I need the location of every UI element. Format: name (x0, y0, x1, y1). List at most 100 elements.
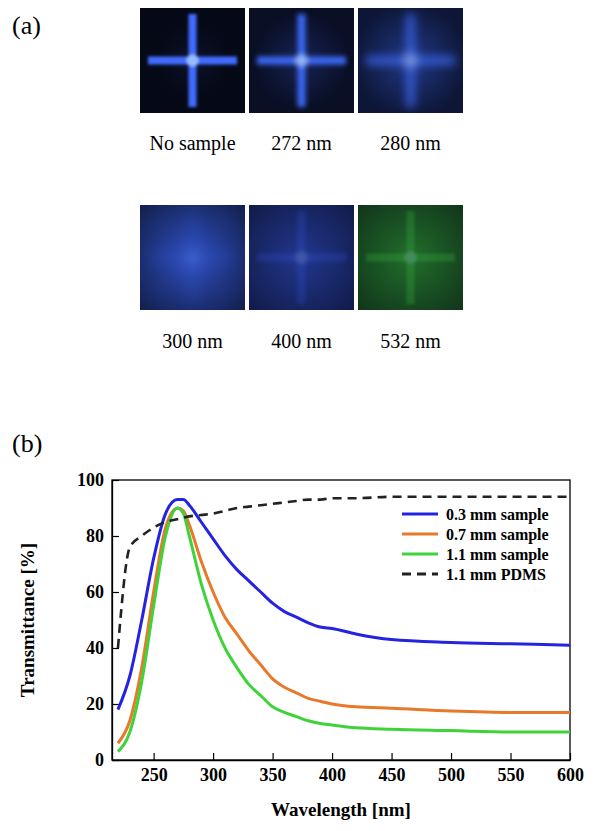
photo-glow (249, 205, 354, 310)
panel-letter: (b) (12, 429, 42, 458)
x-tick-label: 450 (379, 765, 406, 785)
photo (358, 8, 463, 113)
legend-swatch (402, 573, 438, 576)
photo-background (358, 205, 463, 310)
x-tick-mark (510, 753, 511, 760)
legend-label: 0.7 mm sample (446, 526, 549, 544)
photo-cross (148, 14, 237, 107)
y-axis-line (112, 481, 113, 761)
y-tick: 80 (86, 526, 119, 546)
x-tick-mark (213, 753, 214, 760)
photo (358, 205, 463, 310)
photo-cross (257, 211, 346, 304)
legend-swatch (402, 553, 438, 556)
x-tick: 300 (200, 753, 227, 785)
x-tick-label: 600 (557, 765, 584, 785)
legend-entry: 1.1 mm sample (402, 546, 549, 564)
series-line (118, 500, 570, 710)
legend-label: 0.3 mm sample (446, 506, 549, 524)
photo-caption: 272 nm (271, 132, 332, 154)
y-tick-label: 60 (86, 582, 104, 602)
photo-background (358, 8, 463, 113)
photo-caption: 532 nm (380, 330, 441, 352)
photo (249, 205, 354, 310)
photo-glow (358, 205, 463, 310)
legend: 0.3 mm sample 0.7 mm sample 1.1 mm sample 1… (402, 506, 549, 583)
legend-label: 1.1 mm sample (446, 546, 549, 564)
x-tick: 500 (438, 753, 465, 785)
cross-center (405, 55, 417, 67)
y-tick-mark (112, 480, 119, 481)
series-line (118, 508, 570, 743)
photo-caption: 300 nm (162, 330, 223, 352)
photo-glow (140, 205, 245, 310)
y-tick: 40 (86, 638, 119, 658)
photo-cross (366, 14, 455, 107)
x-tick: 550 (498, 753, 525, 785)
x-tick-label: 250 (141, 765, 168, 785)
photo-cross (148, 211, 237, 304)
photo-cross (257, 14, 346, 107)
y-tick: 0 (95, 750, 119, 770)
x-tick-mark (332, 753, 333, 760)
y-tick-label: 0 (95, 750, 104, 770)
series-line (118, 497, 570, 648)
legend-entry: 0.7 mm sample (402, 526, 549, 544)
photo (140, 205, 245, 310)
cross-center (296, 252, 308, 264)
plot-frame (112, 480, 570, 760)
y-tick: 60 (86, 582, 119, 602)
cross-center (187, 55, 199, 67)
y-tick: 20 (86, 694, 119, 714)
photo-glow (249, 8, 354, 113)
cross-center (405, 252, 417, 264)
y-tick-mark (112, 704, 119, 705)
y-tick: 100 (77, 470, 119, 490)
legend-entry: 1.1 mm PDMS (402, 566, 546, 583)
x-tick: 600 (557, 753, 584, 785)
x-tick-label: 550 (498, 765, 525, 785)
y-tick-label: 20 (86, 694, 104, 714)
legend-label: 1.1 mm PDMS (446, 566, 546, 583)
x-tick-mark (154, 753, 155, 760)
x-axis-title: Wavelength [nm] (271, 799, 411, 820)
legend-swatch (402, 513, 438, 516)
series-line (118, 508, 570, 752)
photo-background (140, 205, 245, 310)
x-tick-label: 500 (438, 765, 465, 785)
photo-background (249, 205, 354, 310)
y-tick-mark (112, 760, 119, 761)
photo-background (249, 8, 354, 113)
x-tick-label: 400 (319, 765, 346, 785)
photo-background (140, 8, 245, 113)
photo-caption: No sample (149, 132, 235, 155)
y-tick-mark (112, 648, 119, 649)
y-tick-label: 100 (77, 470, 104, 490)
x-tick-mark (451, 753, 452, 760)
photo-caption: 280 nm (380, 132, 441, 154)
photo-glow (140, 8, 245, 113)
panel-letter: (a) (12, 11, 41, 40)
cross-center (296, 55, 308, 67)
y-tick-mark (112, 536, 119, 537)
plot-area (118, 497, 570, 752)
x-tick-mark (391, 753, 392, 760)
x-tick-mark (570, 753, 571, 760)
x-tick-mark (272, 753, 273, 760)
x-tick-label: 300 (200, 765, 227, 785)
figure: (a)No sample272 nm280 nm300 nm400 nm532 … (0, 0, 600, 831)
x-tick: 400 (319, 753, 346, 785)
y-tick-label: 80 (86, 526, 104, 546)
x-axis: 250 300 350 400 450 500 550 600 (113, 753, 585, 785)
photo (249, 8, 354, 113)
x-tick-label: 350 (260, 765, 287, 785)
x-tick: 350 (260, 753, 287, 785)
legend-entry: 0.3 mm sample (402, 506, 549, 524)
legend-swatch (402, 533, 438, 536)
y-tick-mark (112, 592, 119, 593)
y-axis-title: Transmittance [%] (17, 543, 38, 697)
cross-center (187, 252, 199, 264)
x-tick: 250 (141, 753, 168, 785)
photo-glow (358, 8, 463, 113)
photo (140, 8, 245, 113)
